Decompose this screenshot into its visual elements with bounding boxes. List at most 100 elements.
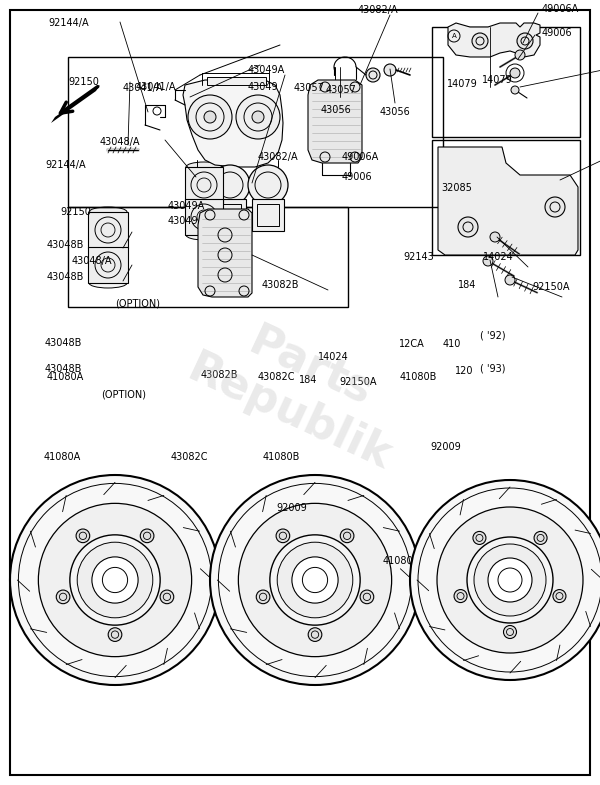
Wedge shape: [53, 605, 85, 635]
Wedge shape: [260, 518, 290, 550]
Text: 43049: 43049: [248, 82, 278, 92]
Text: 49006A: 49006A: [542, 4, 579, 14]
Circle shape: [76, 529, 90, 542]
Wedge shape: [458, 521, 486, 551]
Bar: [252, 199, 284, 231]
Wedge shape: [346, 525, 377, 555]
Text: 14024: 14024: [318, 352, 349, 362]
Text: 43049A: 43049A: [248, 65, 285, 75]
Circle shape: [510, 68, 520, 78]
Wedge shape: [112, 506, 130, 535]
Circle shape: [204, 111, 216, 123]
Circle shape: [77, 542, 153, 618]
Text: ( '92): ( '92): [480, 331, 506, 341]
Circle shape: [308, 628, 322, 641]
Bar: [257, 204, 279, 226]
Bar: [432, 140, 580, 255]
Text: 43048B: 43048B: [45, 364, 82, 374]
Circle shape: [553, 590, 566, 603]
Circle shape: [366, 68, 380, 82]
Ellipse shape: [89, 278, 127, 288]
Text: 92150: 92150: [68, 77, 99, 87]
Circle shape: [292, 557, 338, 603]
Circle shape: [92, 557, 138, 603]
Circle shape: [474, 544, 546, 616]
Circle shape: [210, 475, 420, 685]
Wedge shape: [340, 611, 370, 642]
Wedge shape: [159, 577, 190, 594]
Circle shape: [38, 503, 191, 656]
Wedge shape: [552, 577, 581, 593]
Circle shape: [188, 95, 232, 139]
Text: 41080A: 41080A: [43, 452, 80, 462]
Polygon shape: [438, 147, 578, 255]
Ellipse shape: [186, 162, 222, 172]
Circle shape: [277, 542, 353, 618]
Wedge shape: [140, 611, 170, 642]
Text: 12CA: 12CA: [399, 339, 425, 349]
Text: 92150: 92150: [60, 207, 91, 217]
Text: 43082C: 43082C: [171, 452, 209, 462]
Circle shape: [340, 529, 354, 542]
Bar: [214, 199, 246, 231]
Circle shape: [511, 86, 519, 94]
Circle shape: [160, 590, 174, 604]
Circle shape: [360, 590, 374, 604]
Text: 14079: 14079: [482, 75, 513, 85]
Wedge shape: [496, 623, 513, 651]
Circle shape: [467, 537, 553, 623]
Wedge shape: [359, 577, 389, 594]
Ellipse shape: [186, 230, 222, 240]
Circle shape: [437, 507, 583, 653]
Text: 43048B: 43048B: [45, 338, 82, 348]
Text: 184: 184: [299, 375, 317, 385]
Circle shape: [503, 626, 517, 638]
Text: (OPTION): (OPTION): [115, 298, 160, 308]
Text: 92144/A: 92144/A: [45, 160, 86, 170]
Text: 43049: 43049: [168, 217, 199, 226]
Polygon shape: [183, 80, 283, 167]
Wedge shape: [146, 525, 177, 555]
Text: 43056: 43056: [380, 107, 411, 117]
Circle shape: [515, 50, 525, 60]
Polygon shape: [198, 209, 252, 297]
Text: 32085: 32085: [441, 184, 472, 193]
Polygon shape: [448, 23, 540, 57]
Text: 410: 410: [443, 339, 461, 349]
Text: (OPTION): (OPTION): [101, 389, 146, 399]
Wedge shape: [507, 509, 524, 538]
Circle shape: [252, 111, 264, 123]
Text: Parts
Republik: Parts Republik: [181, 301, 419, 479]
Text: 43048B: 43048B: [47, 272, 85, 282]
Text: 43082/A: 43082/A: [258, 152, 299, 162]
Text: 184: 184: [458, 280, 476, 290]
Text: 43041/A: 43041/A: [136, 82, 176, 92]
Ellipse shape: [186, 194, 222, 204]
Circle shape: [238, 503, 392, 656]
Circle shape: [517, 33, 533, 49]
Text: 43082/A: 43082/A: [358, 5, 398, 15]
Text: 43048/A: 43048/A: [100, 137, 140, 147]
Circle shape: [410, 480, 600, 680]
Wedge shape: [534, 609, 562, 639]
Text: 92143: 92143: [403, 253, 434, 262]
Polygon shape: [308, 80, 362, 163]
Text: 49006A: 49006A: [342, 152, 379, 162]
Bar: [185, 199, 223, 235]
Text: 43048B: 43048B: [47, 240, 85, 250]
Text: 120: 120: [455, 366, 473, 375]
Circle shape: [483, 256, 493, 266]
Circle shape: [505, 275, 515, 285]
Polygon shape: [51, 85, 100, 123]
Wedge shape: [451, 604, 481, 632]
Circle shape: [454, 590, 467, 603]
Wedge shape: [539, 528, 569, 556]
Circle shape: [534, 531, 547, 545]
Wedge shape: [253, 605, 284, 635]
Wedge shape: [40, 565, 71, 583]
Wedge shape: [60, 518, 90, 550]
Wedge shape: [241, 565, 271, 583]
Text: ( '93): ( '93): [480, 364, 505, 374]
Circle shape: [10, 475, 220, 685]
Text: 43082B: 43082B: [201, 371, 239, 380]
